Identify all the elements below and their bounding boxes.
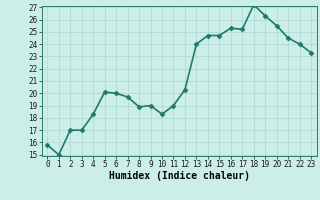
X-axis label: Humidex (Indice chaleur): Humidex (Indice chaleur) <box>109 171 250 181</box>
